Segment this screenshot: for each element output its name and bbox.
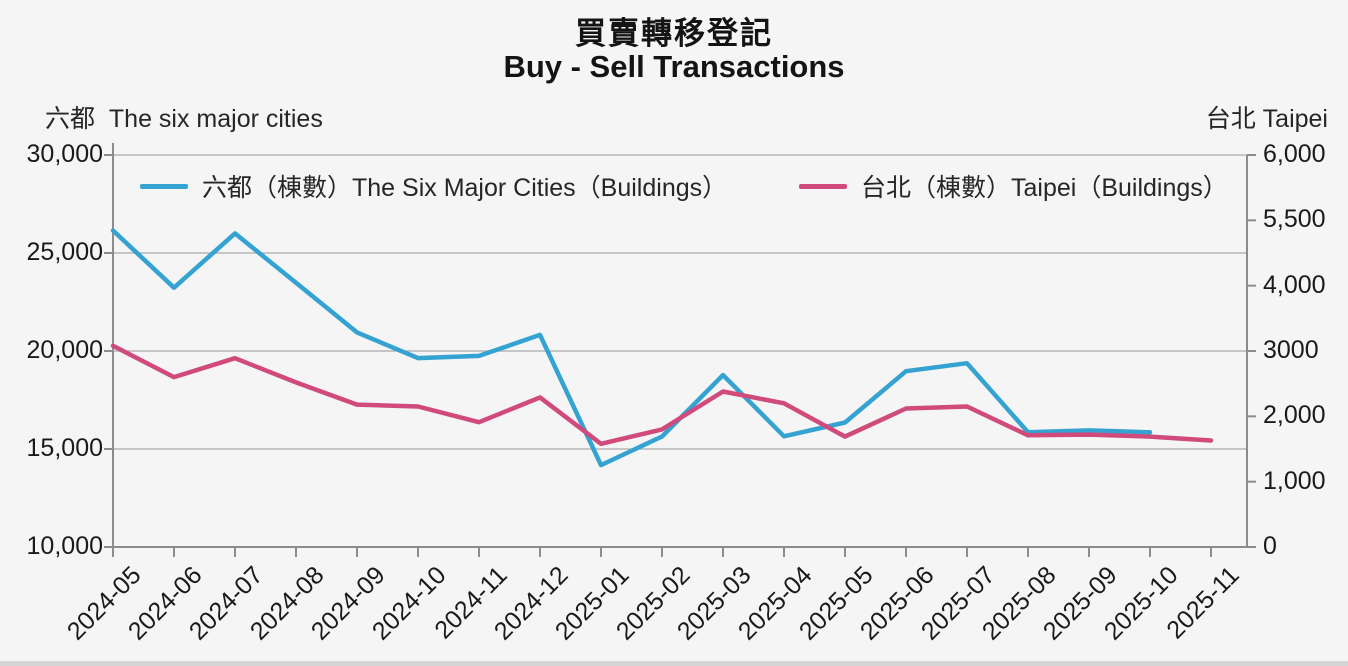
legend-label-taipei: 台北（棟數）Taipei（Buildings） — [861, 174, 1228, 202]
right-axis-tick-label: 1,000 — [1263, 466, 1326, 495]
right-axis-tick-label: 0 — [1263, 532, 1277, 560]
legend-item-six-major-cities: 六都（棟數）The Six Major Cities（Buildings） — [140, 168, 727, 204]
legend-item-taipei: 台北（棟數）Taipei（Buildings） — [799, 168, 1228, 204]
left-axis-tick-label: 30,000 — [26, 140, 103, 168]
bottom-edge-strip — [0, 661, 1348, 666]
right-axis-tick-label: 3000 — [1263, 336, 1319, 364]
left-axis-tick-label: 20,000 — [26, 336, 103, 364]
right-axis-tick-label: 2,000 — [1263, 401, 1326, 430]
chart-title-zh: 買賣轉移登記 — [575, 16, 773, 51]
right-axis-tick-label: 5,500 — [1263, 205, 1326, 234]
right-axis-unit-label: 台北 Taipei — [1205, 105, 1328, 133]
legend-swatch-six-major-cities-line — [140, 183, 188, 189]
right-axis-tick-label: 4,000 — [1263, 270, 1326, 299]
left-axis-unit-label: 六都 The six major cities — [45, 105, 323, 133]
left-axis-tick-label: 25,000 — [26, 238, 103, 266]
series-line-taipei — [110, 343, 1214, 447]
chart-title-en: Buy - Sell Transactions — [503, 49, 845, 84]
legend-label-six-major-cities: 六都（棟數）The Six Major Cities（Buildings） — [202, 174, 728, 202]
left-axis-tick-label: 15,000 — [26, 434, 103, 462]
left-axis-tick-label: 10,000 — [26, 532, 103, 560]
right-axis-tick-label: 6,000 — [1263, 140, 1326, 168]
legend-swatch-taipei-line — [799, 183, 847, 189]
series-line-six-major-cities — [110, 228, 1153, 468]
